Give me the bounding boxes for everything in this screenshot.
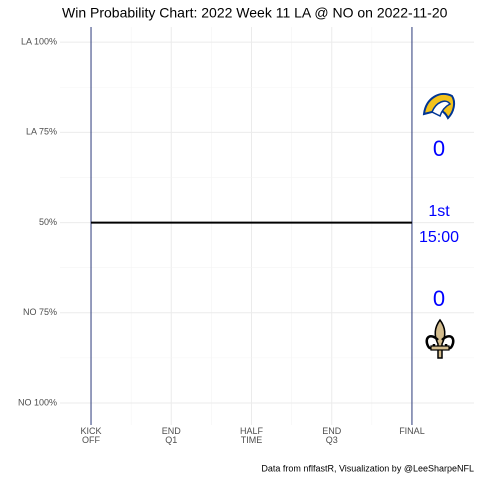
x-tick-label: END Q3	[322, 426, 342, 445]
y-tick-label: NO 75%	[23, 307, 57, 317]
quarter: 1st	[428, 203, 450, 220]
clock: 15:00	[419, 229, 459, 246]
caption: Data from nflfastR, Visualization by @Le…	[261, 463, 474, 473]
home-score: 0	[433, 286, 445, 311]
x-tick-label: FINAL	[399, 426, 425, 436]
y-tick-label: LA 75%	[26, 127, 57, 137]
y-tick-label: NO 100%	[18, 397, 57, 407]
saints-logo	[425, 318, 455, 359]
x-tick-label: KICK OFF	[80, 426, 102, 445]
x-tick-label: HALF TIME	[239, 426, 263, 445]
chart-title: Win Probability Chart: 2022 Week 11 LA @…	[62, 5, 448, 21]
away-score: 0	[433, 136, 445, 161]
x-tick-label: END Q1	[161, 426, 181, 445]
y-tick-label: LA 100%	[21, 37, 57, 47]
y-tick-label: 50%	[39, 217, 57, 227]
rams-logo	[422, 93, 456, 120]
